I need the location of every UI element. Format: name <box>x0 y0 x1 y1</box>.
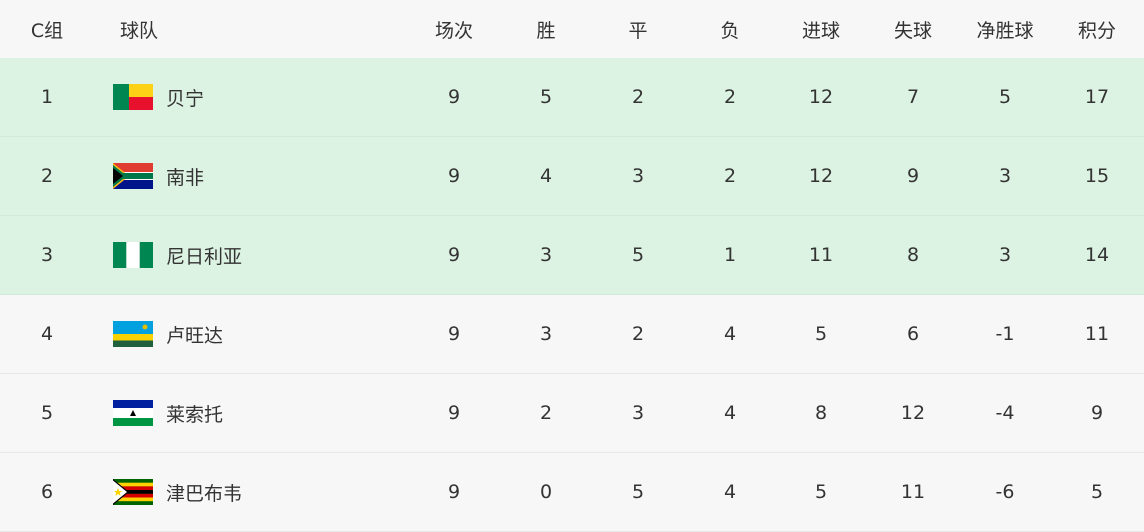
played-cell: 9 <box>447 323 461 345</box>
header-lost: 负 <box>720 19 740 42</box>
gf-cell: 12 <box>808 165 834 187</box>
benin-flag-icon <box>113 84 153 110</box>
header-pts: 积分 <box>1077 19 1116 42</box>
team-name: 贝宁 <box>166 87 205 110</box>
table-row: 2 南非 9 4 3 2 12 9 3 15 <box>0 137 1144 216</box>
lost-cell: 2 <box>723 165 737 187</box>
gd-cell: 3 <box>998 244 1012 266</box>
rank: 1 <box>40 86 54 108</box>
drawn-cell: 2 <box>631 86 645 108</box>
zimbabwe-flag-icon <box>113 479 153 505</box>
drawn-cell: 2 <box>631 323 645 345</box>
rank: 2 <box>40 165 54 187</box>
gd-cell: -1 <box>995 323 1015 345</box>
header-played: 场次 <box>434 19 473 42</box>
played-cell: 9 <box>447 244 461 266</box>
pts-cell: 5 <box>1090 481 1104 503</box>
team-cell: 卢旺达 <box>113 295 223 373</box>
pts-cell: 9 <box>1090 402 1104 424</box>
pts-cell: 14 <box>1084 244 1110 266</box>
drawn-cell: 5 <box>631 244 645 266</box>
ga-cell: 7 <box>906 86 920 108</box>
pts-cell: 17 <box>1084 86 1110 108</box>
rank: 3 <box>40 244 54 266</box>
gd-cell: -4 <box>995 402 1015 424</box>
played-cell: 9 <box>447 86 461 108</box>
gd-cell: -6 <box>995 481 1015 503</box>
nigeria-flag-icon <box>113 242 153 268</box>
table-row: 6 津巴布韦 9 0 5 4 5 11 -6 5 <box>0 453 1144 532</box>
gf-cell: 5 <box>814 481 828 503</box>
ga-cell: 8 <box>906 244 920 266</box>
drawn-cell: 3 <box>631 402 645 424</box>
header-drawn: 平 <box>628 19 648 42</box>
south-africa-flag-icon <box>113 163 153 189</box>
gd-cell: 3 <box>998 165 1012 187</box>
won-cell: 4 <box>539 165 553 187</box>
rank: 6 <box>40 481 54 503</box>
ga-cell: 12 <box>900 402 926 424</box>
won-cell: 5 <box>539 86 553 108</box>
team-cell: 尼日利亚 <box>113 216 242 294</box>
lesotho-flag-icon <box>113 400 153 426</box>
ga-cell: 11 <box>900 481 926 503</box>
lost-cell: 4 <box>723 481 737 503</box>
played-cell: 9 <box>447 165 461 187</box>
gf-cell: 8 <box>814 402 828 424</box>
drawn-cell: 3 <box>631 165 645 187</box>
pts-cell: 11 <box>1084 323 1110 345</box>
won-cell: 3 <box>539 244 553 266</box>
header-gf: 进球 <box>801 19 840 42</box>
header-gd: 净胜球 <box>976 19 1034 42</box>
team-cell: 津巴布韦 <box>113 453 242 531</box>
team-name: 尼日利亚 <box>166 245 243 268</box>
table-row: 1 贝宁 9 5 2 2 12 7 5 17 <box>0 58 1144 137</box>
team-cell: 贝宁 <box>113 58 204 136</box>
header-ga: 失球 <box>893 19 932 42</box>
ga-cell: 9 <box>906 165 920 187</box>
team-cell: 南非 <box>113 137 204 215</box>
played-cell: 9 <box>447 481 461 503</box>
header-team: 球队 <box>120 19 159 42</box>
header-group: C组 <box>30 19 64 42</box>
pts-cell: 15 <box>1084 165 1110 187</box>
team-name: 卢旺达 <box>166 324 224 347</box>
table-row: 5 莱索托 9 2 3 4 8 12 -4 9 <box>0 374 1144 453</box>
header-won: 胜 <box>536 19 556 42</box>
gf-cell: 5 <box>814 323 828 345</box>
team-name: 南非 <box>166 166 205 189</box>
won-cell: 0 <box>539 481 553 503</box>
drawn-cell: 5 <box>631 481 645 503</box>
rank: 4 <box>40 323 54 345</box>
lost-cell: 1 <box>723 244 737 266</box>
lost-cell: 2 <box>723 86 737 108</box>
team-cell: 莱索托 <box>113 374 223 452</box>
team-name: 津巴布韦 <box>166 482 243 505</box>
table-row: 3 尼日利亚 9 3 5 1 11 8 3 14 <box>0 216 1144 295</box>
gf-cell: 11 <box>808 244 834 266</box>
team-name: 莱索托 <box>166 403 224 426</box>
ga-cell: 6 <box>906 323 920 345</box>
won-cell: 2 <box>539 402 553 424</box>
lost-cell: 4 <box>723 402 737 424</box>
played-cell: 9 <box>447 402 461 424</box>
gd-cell: 5 <box>998 86 1012 108</box>
rwanda-flag-icon <box>113 321 153 347</box>
table-row: 4 卢旺达 9 3 2 4 5 6 -1 11 <box>0 295 1144 374</box>
header-row: C组 球队 场次 胜 平 负 进球 失球 净胜球 积分 <box>0 0 1144 58</box>
rank: 5 <box>40 402 54 424</box>
won-cell: 3 <box>539 323 553 345</box>
lost-cell: 4 <box>723 323 737 345</box>
gf-cell: 12 <box>808 86 834 108</box>
